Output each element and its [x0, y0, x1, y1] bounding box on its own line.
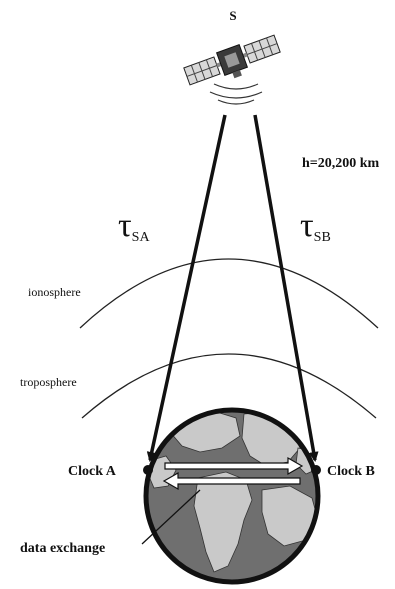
- clock-b-label: Clock B: [327, 464, 375, 479]
- data-exchange-label: data exchange: [20, 541, 105, 556]
- signal-waves: [209, 83, 263, 105]
- ionosphere-arc: [79, 258, 379, 329]
- data-exchange-leader: [141, 489, 201, 545]
- satellite-label: S: [229, 8, 236, 23]
- delay-sb-symbol: τ: [300, 207, 314, 244]
- troposphere-label: troposphere: [20, 375, 77, 389]
- altitude-label: h=20,200 km: [302, 156, 380, 171]
- arrow-to-clock-a: [162, 471, 301, 491]
- clock-a-marker: [143, 465, 153, 475]
- delay-sb-subscript: SB: [314, 230, 331, 245]
- arrow-to-clock-b: [164, 456, 304, 476]
- clock-b-marker: [311, 465, 321, 475]
- satellite-icon: [183, 34, 281, 86]
- delay-sb-label: τSB: [300, 207, 331, 245]
- earth-globe: [143, 407, 321, 585]
- delay-sa-label: τSA: [118, 207, 150, 245]
- data-exchange-arrows: [162, 456, 304, 491]
- delay-sa-symbol: τ: [118, 207, 132, 244]
- ionosphere-label: ionosphere: [28, 285, 81, 299]
- troposphere-arc: [81, 353, 377, 419]
- signal-path-sb: [253, 114, 319, 462]
- delay-sa-subscript: SA: [132, 230, 151, 245]
- signal-path-sa: [146, 114, 227, 462]
- clock-a-label: Clock A: [68, 464, 117, 479]
